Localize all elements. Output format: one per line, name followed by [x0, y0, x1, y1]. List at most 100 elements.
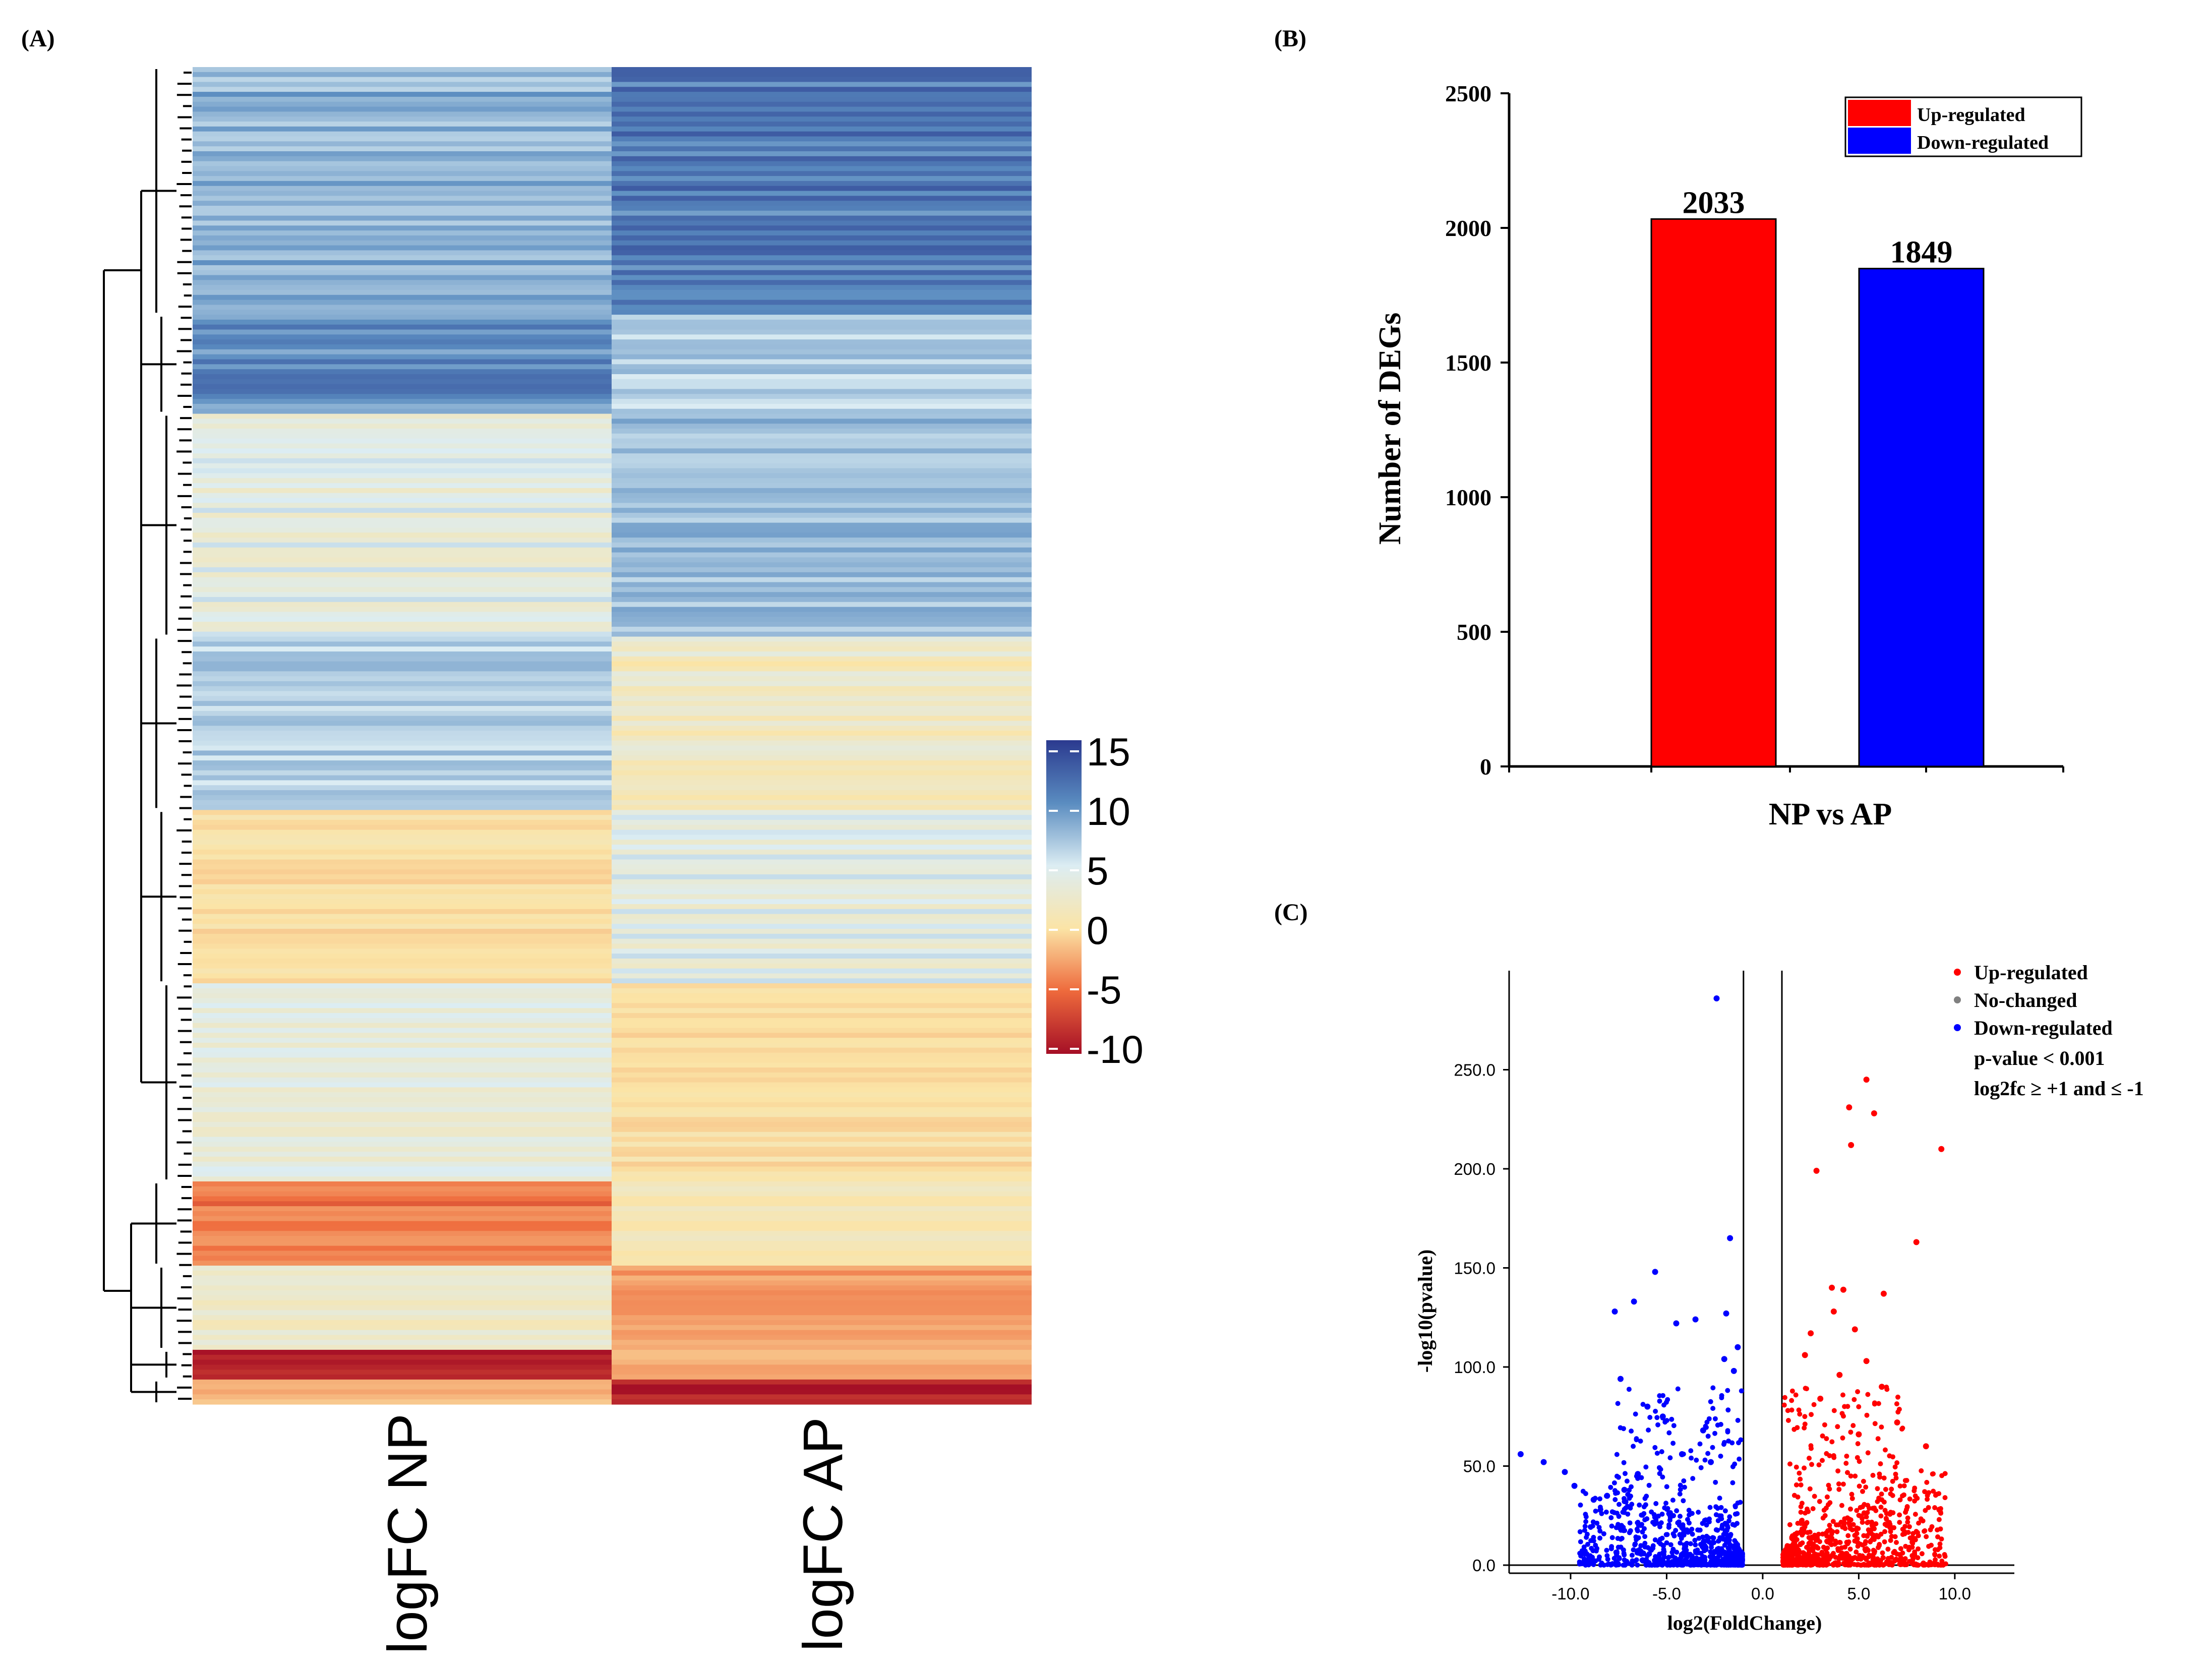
heatmap-cell-np [193, 126, 612, 132]
heatmap-cell-ap [612, 1147, 1032, 1152]
volcano-point-down [1640, 1402, 1646, 1407]
volcano-point-down [1735, 1521, 1740, 1526]
volcano-point-down [1571, 1482, 1578, 1489]
bar-value-label: 1849 [1890, 235, 1953, 270]
volcano-point-up [1857, 1483, 1862, 1489]
heatmap-cell-np [193, 938, 612, 944]
heatmap-cell-np [193, 914, 612, 920]
volcano-point-down [1698, 1465, 1704, 1470]
volcano-point-up [1897, 1483, 1903, 1489]
volcano-point-down [1697, 1441, 1703, 1447]
heatmap-cell-np [193, 676, 612, 682]
volcano-point-up [1858, 1563, 1864, 1568]
heatmap-cell-ap [612, 1072, 1032, 1078]
heatmap-cell-ap [612, 785, 1032, 791]
heatmap-cell-ap [612, 978, 1032, 984]
heatmap-cell-ap [612, 904, 1032, 910]
heatmap-cell-ap [612, 1370, 1032, 1375]
volcano-point-down [1631, 1298, 1637, 1305]
volcano-point-up [1897, 1520, 1902, 1525]
volcano-y-tick-label: 100.0 [1454, 1358, 1496, 1377]
heatmap-cell-np [193, 290, 612, 295]
heatmap-cell-np [193, 849, 612, 855]
heatmap-cell-ap [612, 67, 1032, 73]
volcano-point-down [1710, 1535, 1715, 1540]
volcano-x-axis-label: log2(FoldChange) [1667, 1612, 1822, 1634]
heatmap-cell-np [193, 1166, 612, 1172]
heatmap-cell-np [193, 329, 612, 335]
heatmap-cell-np [193, 602, 612, 608]
bar-legend-label-down: Down-regulated [1917, 132, 2049, 153]
colorbar-gradient [1046, 740, 1082, 1054]
volcano-point-up [1904, 1478, 1909, 1483]
volcano-point-up [1791, 1426, 1797, 1432]
heatmap-cell-np [193, 884, 612, 890]
heatmap-cell-ap [612, 805, 1032, 810]
heatmap-cell-np [193, 1112, 612, 1117]
volcano-point-down [1634, 1436, 1639, 1442]
heatmap-cell-np [193, 176, 612, 182]
heatmap-cell-ap [612, 1295, 1032, 1301]
heatmap-cell-ap [612, 1047, 1032, 1053]
volcano-point-down [1638, 1439, 1643, 1444]
heatmap-cell-ap [612, 845, 1032, 850]
volcano-point-down [1666, 1525, 1671, 1530]
volcano-point-up [1938, 1146, 1945, 1152]
volcano-point-down [1718, 1505, 1724, 1510]
heatmap-cell-np [193, 978, 612, 984]
volcano-point-down [1578, 1502, 1583, 1508]
volcano-point-down [1627, 1530, 1632, 1535]
volcano-point-up [1780, 1552, 1786, 1557]
volcano-point-down [1732, 1504, 1738, 1510]
volcano-point-up [1939, 1473, 1945, 1478]
heatmap-cell-np [193, 1354, 612, 1360]
volcano-point-down [1671, 1562, 1677, 1568]
heatmap-cell-ap [612, 215, 1032, 221]
volcano-point-up [1820, 1458, 1825, 1463]
volcano-point-down [1704, 1533, 1709, 1539]
heatmap-cell-ap [612, 710, 1032, 717]
volcano-point-down [1683, 1557, 1688, 1563]
volcano-point-up [1914, 1529, 1919, 1534]
volcano-x-tick-label: 5.0 [1847, 1584, 1870, 1603]
heatmap-cell-ap [612, 721, 1032, 726]
heatmap-cell-ap [612, 973, 1032, 979]
volcano-legend: Up-regulated No-changed Down-regulated p… [1954, 961, 2144, 1100]
volcano-point-up [1808, 1330, 1814, 1337]
heatmap-cell-ap [612, 1181, 1032, 1187]
volcano-point-down [1708, 1549, 1713, 1555]
heatmap-cell-np [193, 824, 612, 830]
volcano-point-up [1863, 1358, 1870, 1364]
volcano-point-up [1901, 1483, 1907, 1489]
volcano-point-up [1852, 1473, 1858, 1479]
volcano-point-down [1690, 1476, 1696, 1481]
heatmap-cell-np [193, 1067, 612, 1073]
heatmap-cell-np [193, 1216, 612, 1222]
heatmap-cell-ap [612, 1384, 1032, 1390]
volcano-point-up [1927, 1559, 1933, 1565]
volcano-point-down [1614, 1452, 1620, 1457]
volcano-point-down [1725, 1428, 1730, 1434]
volcano-point-down [1583, 1514, 1589, 1520]
volcano-point-up [1830, 1308, 1837, 1315]
heatmap-cell-ap [612, 181, 1032, 187]
volcano-point-up [1902, 1529, 1907, 1534]
heatmap-cell-ap [612, 795, 1032, 801]
heatmap-cell-ap [612, 230, 1032, 236]
volcano-point-down [1627, 1520, 1633, 1526]
heatmap-cell-np [193, 795, 612, 801]
heatmap-cell-np [193, 1221, 612, 1226]
volcano-point-down [1719, 1393, 1724, 1398]
heatmap-cell-ap [612, 96, 1032, 102]
volcano-legend-label-up: Up-regulated [1974, 961, 2088, 984]
heatmap-cell-np [193, 1137, 612, 1143]
volcano-point-up [1879, 1424, 1884, 1430]
volcano-point-up [1916, 1562, 1921, 1568]
heatmap-cell-ap [612, 557, 1032, 563]
heatmap-cell-np [193, 181, 612, 187]
volcano-point-down [1713, 1512, 1719, 1517]
heatmap-cell-np [193, 840, 612, 845]
heatmap-cell-ap [612, 111, 1032, 117]
heatmap-cell-np [193, 364, 612, 370]
volcano-point-up [1932, 1552, 1938, 1557]
